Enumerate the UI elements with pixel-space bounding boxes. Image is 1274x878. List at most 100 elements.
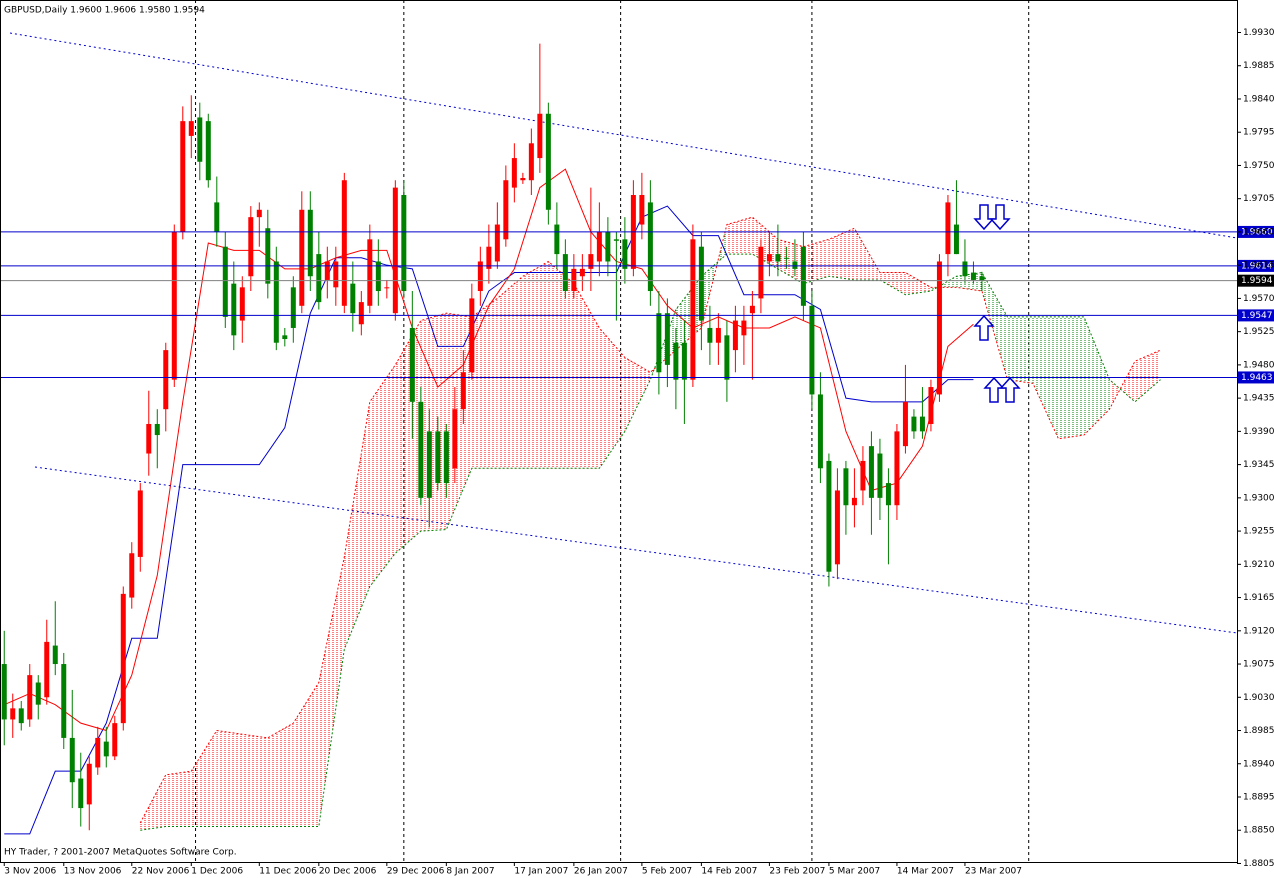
candle-body xyxy=(622,239,628,269)
y-tick-label: 1.9750 xyxy=(1243,161,1274,171)
cloud-segment xyxy=(242,734,268,827)
candle-body xyxy=(843,468,849,506)
candle-body xyxy=(154,423,160,436)
candle-body xyxy=(137,490,143,557)
candle-body xyxy=(945,202,951,255)
candle-body xyxy=(129,553,135,598)
candle-body xyxy=(834,490,840,565)
cloud-segment xyxy=(446,313,472,530)
candle-body xyxy=(605,231,611,262)
candle-body xyxy=(256,209,262,218)
y-tick-label: 1.9615 xyxy=(1243,261,1274,271)
candle-body xyxy=(749,305,755,314)
x-tick-label: 5 Mar 2007 xyxy=(829,867,880,877)
x-tick-label: 17 Jan 2007 xyxy=(514,867,568,877)
senkou-span-a xyxy=(139,216,1161,824)
candle-body xyxy=(554,224,560,255)
candle-body xyxy=(307,209,313,277)
candle-body xyxy=(766,254,772,262)
candle-body xyxy=(44,641,50,698)
candle-body xyxy=(936,261,942,395)
candle-body xyxy=(613,239,619,241)
cloud-segment xyxy=(1083,316,1110,436)
candle-body xyxy=(477,261,483,292)
candle-body xyxy=(885,483,891,506)
candle-body xyxy=(758,246,764,299)
cloud-segment xyxy=(573,283,600,469)
cloud-segment xyxy=(497,276,523,469)
candle-body xyxy=(741,320,747,336)
y-tick-label: 1.9480 xyxy=(1243,360,1274,370)
y-tick-label: 1.8895 xyxy=(1243,792,1274,802)
cloud-segment xyxy=(471,298,498,469)
candle-body xyxy=(435,431,441,484)
price-level-tag xyxy=(1238,371,1274,384)
candle-body xyxy=(103,741,109,757)
candle-body xyxy=(452,409,458,469)
y-tick-label: 1.9930 xyxy=(1243,28,1274,38)
y-tick-label: 1.9660 xyxy=(1243,227,1274,237)
candle-body xyxy=(61,664,67,738)
candle-body xyxy=(962,261,968,277)
candle-body xyxy=(809,305,815,395)
candle-body xyxy=(367,239,373,306)
candle-body xyxy=(146,423,152,454)
y-tick-label: 1.9210 xyxy=(1243,560,1274,570)
y-tick-label: 1.9885 xyxy=(1243,61,1274,71)
candle-body xyxy=(324,261,330,280)
cloud-segment xyxy=(828,228,855,280)
y-tick-label: 1.8985 xyxy=(1243,726,1274,736)
cloud-segment xyxy=(267,723,294,827)
cloud-segment xyxy=(777,239,804,284)
candle-body xyxy=(928,387,934,424)
candle-body xyxy=(817,394,823,469)
price-level-tag xyxy=(1238,274,1274,287)
candle-body xyxy=(350,283,356,314)
candle-body xyxy=(698,246,704,321)
y-tick-label: 1.9795 xyxy=(1243,128,1274,138)
candle-body xyxy=(911,416,917,432)
candle-body xyxy=(596,231,602,262)
price-level-label: 1.9614 xyxy=(1241,261,1273,271)
candle-body xyxy=(707,327,713,343)
x-tick-label: 22 Nov 2006 xyxy=(132,867,190,877)
cloud-segment xyxy=(191,730,217,827)
y-tick-label: 1.8850 xyxy=(1243,826,1274,836)
up-arrow xyxy=(983,376,1005,403)
arrows xyxy=(973,204,1021,403)
x-tick-label: 14 Mar 2007 xyxy=(897,867,954,877)
x-tick-label: 23 Mar 2007 xyxy=(965,867,1022,877)
x-tick-label: 26 Jan 2007 xyxy=(574,867,628,877)
candle-body xyxy=(248,217,254,277)
candle-body xyxy=(656,313,662,373)
candle-body xyxy=(970,272,976,280)
y-tick-label: 1.8940 xyxy=(1243,759,1274,769)
cloud-segment xyxy=(344,401,370,650)
x-tick-label: 20 Dec 2006 xyxy=(319,867,377,877)
down-arrow xyxy=(973,204,995,231)
candle-body xyxy=(681,342,687,380)
y-tick-label: 1.9390 xyxy=(1243,427,1274,437)
cloud-segment xyxy=(216,730,243,827)
candle-body xyxy=(877,453,883,498)
cloud-segment xyxy=(522,261,549,469)
candle-body xyxy=(868,446,874,498)
candle-body xyxy=(851,497,857,506)
candle-body xyxy=(715,327,721,343)
candle-body xyxy=(401,195,407,292)
up-arrow xyxy=(973,314,995,341)
candle-body xyxy=(78,778,84,809)
y-tick-label: 1.9300 xyxy=(1243,493,1274,503)
chart-title: GBPUSD,Daily 1.9600 1.9606 1.9580 1.9594 xyxy=(4,6,205,16)
price-level-label: 1.9547 xyxy=(1241,311,1273,321)
candle-body xyxy=(494,224,500,262)
candle-body xyxy=(112,723,118,757)
candle-body xyxy=(826,460,832,572)
y-tick-label: 1.9525 xyxy=(1243,327,1274,337)
candle-body xyxy=(273,261,279,343)
candle-body xyxy=(579,268,585,277)
cloud-segment xyxy=(981,272,1008,380)
x-tick-label: 1 Dec 2006 xyxy=(191,867,243,877)
candle-body xyxy=(724,335,730,380)
